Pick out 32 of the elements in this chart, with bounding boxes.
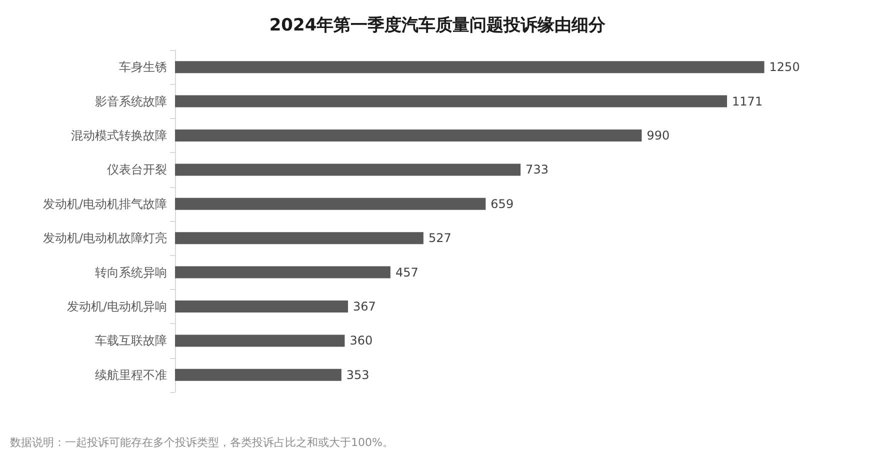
chart-title: 2024年第一季度汽车质量问题投诉缘由细分 [269,16,607,36]
data-label: 1171 [732,94,763,108]
bar [175,266,390,278]
data-label: 990 [646,128,670,142]
y-tick-label: 混动模式转换故障 [71,128,167,142]
data-label: 367 [353,300,376,314]
bar [175,232,424,244]
bar [175,61,764,74]
data-label: 457 [395,265,418,280]
y-tick-label: 转向系统异响 [95,265,167,280]
bar [175,95,728,108]
bar [175,368,342,381]
data-label: 1250 [769,60,800,74]
bar [175,198,486,210]
bar [175,300,348,312]
text: 数据说明：一起投诉可能存在多个投诉类型，各类投诉占比之和或大于100%。 [10,436,394,449]
data-label: 360 [350,334,373,348]
data-label: 659 [490,196,514,211]
y-tick-label: 影音系统故障 [95,94,167,108]
y-tick-label: 续航里程不准 [95,368,167,382]
bar [175,130,642,142]
y-tick-label: 车载互联故障 [95,334,167,348]
y-tick-label: 仪表台开裂 [107,162,167,177]
data-label: 527 [428,231,452,246]
data-label: 353 [346,368,370,382]
y-tick-label: 车身生锈 [119,60,167,74]
data-label: 733 [526,162,548,177]
y-tick-label: 发动机/电动机排气故障 [42,196,167,211]
y-tick-label: 发动机/电动机故障灯亮 [42,231,167,246]
y-tick-label: 发动机/电动机异响 [66,300,167,314]
bar [175,164,521,176]
bar [175,334,345,347]
